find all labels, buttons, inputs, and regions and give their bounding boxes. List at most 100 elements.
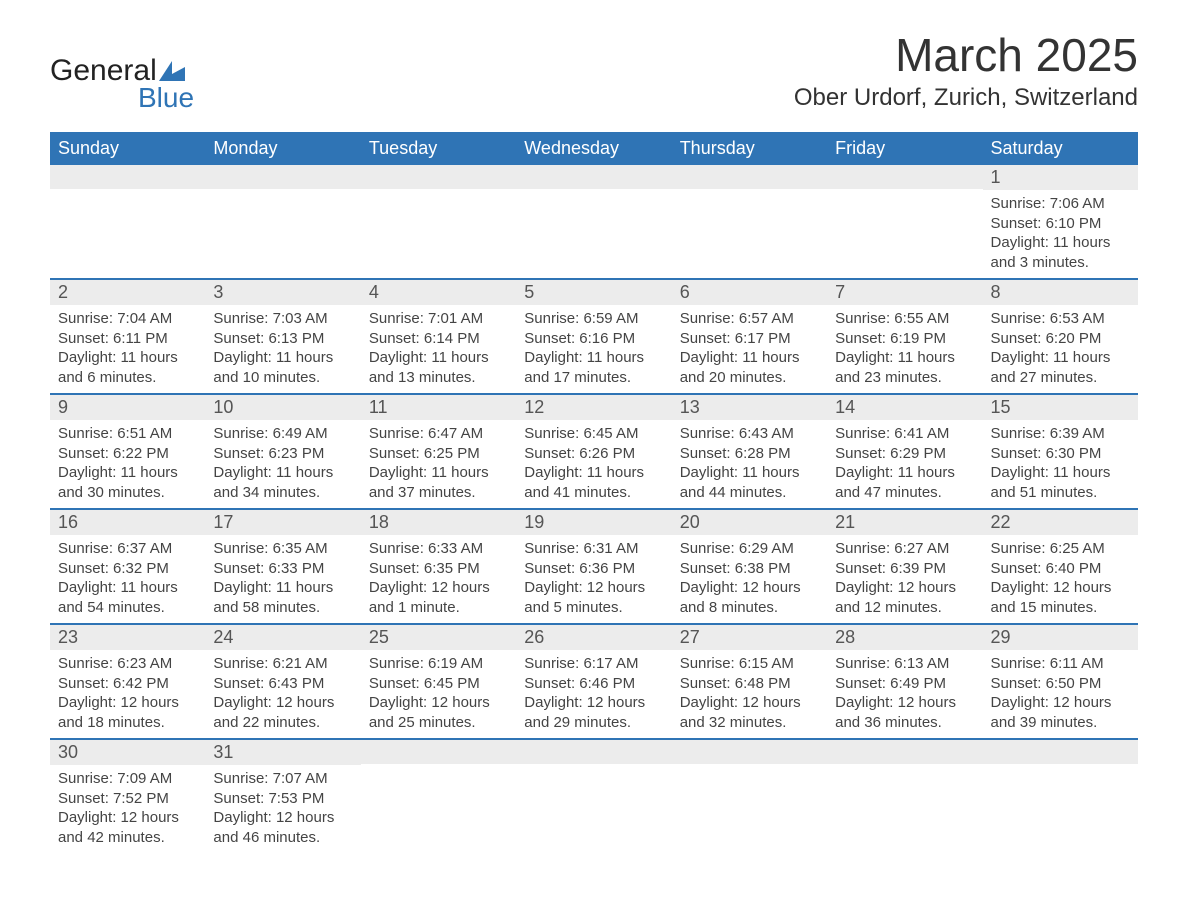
calendar-cell: 16Sunrise: 6:37 AMSunset: 6:32 PMDayligh… [50, 509, 205, 624]
sunset-text: Sunset: 6:14 PM [369, 329, 508, 349]
calendar-cell: 20Sunrise: 6:29 AMSunset: 6:38 PMDayligh… [672, 509, 827, 624]
sunrise-text: Sunrise: 6:35 AM [213, 539, 352, 559]
calendar-cell: 3Sunrise: 7:03 AMSunset: 6:13 PMDaylight… [205, 279, 360, 394]
sunset-text: Sunset: 6:29 PM [835, 444, 974, 464]
calendar-cell: 26Sunrise: 6:17 AMSunset: 6:46 PMDayligh… [516, 624, 671, 739]
sunrise-text: Sunrise: 6:39 AM [991, 424, 1130, 444]
sunrise-text: Sunrise: 6:27 AM [835, 539, 974, 559]
day-number [361, 165, 516, 189]
daylight-text: Daylight: 11 hours and 17 minutes. [524, 348, 663, 387]
calendar-cell: 27Sunrise: 6:15 AMSunset: 6:48 PMDayligh… [672, 624, 827, 739]
sunrise-text: Sunrise: 6:51 AM [58, 424, 197, 444]
sunset-text: Sunset: 6:50 PM [991, 674, 1130, 694]
day-data: Sunrise: 6:29 AMSunset: 6:38 PMDaylight:… [672, 535, 827, 623]
sunrise-text: Sunrise: 6:33 AM [369, 539, 508, 559]
calendar-cell: 12Sunrise: 6:45 AMSunset: 6:26 PMDayligh… [516, 394, 671, 509]
day-number [50, 165, 205, 189]
day-data: Sunrise: 6:23 AMSunset: 6:42 PMDaylight:… [50, 650, 205, 738]
daylight-text: Daylight: 12 hours and 18 minutes. [58, 693, 197, 732]
sunrise-text: Sunrise: 6:23 AM [58, 654, 197, 674]
day-number [672, 740, 827, 764]
day-number [983, 740, 1138, 764]
day-number: 22 [983, 510, 1138, 535]
sunset-text: Sunset: 6:39 PM [835, 559, 974, 579]
day-number: 13 [672, 395, 827, 420]
sunset-text: Sunset: 6:40 PM [991, 559, 1130, 579]
daylight-text: Daylight: 11 hours and 3 minutes. [991, 233, 1130, 272]
day-number: 26 [516, 625, 671, 650]
daylight-text: Daylight: 12 hours and 12 minutes. [835, 578, 974, 617]
sunset-text: Sunset: 6:22 PM [58, 444, 197, 464]
day-data: Sunrise: 7:07 AMSunset: 7:53 PMDaylight:… [205, 765, 360, 853]
brand-logo: General Blue [50, 20, 194, 114]
day-data: Sunrise: 6:27 AMSunset: 6:39 PMDaylight:… [827, 535, 982, 623]
daylight-text: Daylight: 11 hours and 20 minutes. [680, 348, 819, 387]
location-subtitle: Ober Urdorf, Zurich, Switzerland [794, 84, 1138, 112]
sunrise-text: Sunrise: 6:25 AM [991, 539, 1130, 559]
sunset-text: Sunset: 6:23 PM [213, 444, 352, 464]
brand-word2: Blue [138, 82, 194, 114]
day-data: Sunrise: 7:03 AMSunset: 6:13 PMDaylight:… [205, 305, 360, 393]
day-number [361, 740, 516, 764]
sunset-text: Sunset: 6:32 PM [58, 559, 197, 579]
day-data [516, 764, 671, 784]
calendar-cell: 7Sunrise: 6:55 AMSunset: 6:19 PMDaylight… [827, 279, 982, 394]
day-number: 17 [205, 510, 360, 535]
daylight-text: Daylight: 11 hours and 47 minutes. [835, 463, 974, 502]
calendar-cell: 28Sunrise: 6:13 AMSunset: 6:49 PMDayligh… [827, 624, 982, 739]
day-data: Sunrise: 6:45 AMSunset: 6:26 PMDaylight:… [516, 420, 671, 508]
calendar-cell: 10Sunrise: 6:49 AMSunset: 6:23 PMDayligh… [205, 394, 360, 509]
day-data: Sunrise: 6:15 AMSunset: 6:48 PMDaylight:… [672, 650, 827, 738]
sunset-text: Sunset: 6:45 PM [369, 674, 508, 694]
sunset-text: Sunset: 6:42 PM [58, 674, 197, 694]
daylight-text: Daylight: 11 hours and 37 minutes. [369, 463, 508, 502]
daylight-text: Daylight: 12 hours and 46 minutes. [213, 808, 352, 847]
sunrise-text: Sunrise: 7:07 AM [213, 769, 352, 789]
day-number [827, 165, 982, 189]
day-number: 20 [672, 510, 827, 535]
sunrise-text: Sunrise: 6:43 AM [680, 424, 819, 444]
day-data: Sunrise: 6:47 AMSunset: 6:25 PMDaylight:… [361, 420, 516, 508]
sunset-text: Sunset: 6:25 PM [369, 444, 508, 464]
daylight-text: Daylight: 11 hours and 44 minutes. [680, 463, 819, 502]
day-data [827, 764, 982, 784]
sunrise-text: Sunrise: 6:41 AM [835, 424, 974, 444]
sunset-text: Sunset: 6:17 PM [680, 329, 819, 349]
sunset-text: Sunset: 6:46 PM [524, 674, 663, 694]
daylight-text: Daylight: 11 hours and 23 minutes. [835, 348, 974, 387]
day-data: Sunrise: 6:43 AMSunset: 6:28 PMDaylight:… [672, 420, 827, 508]
weekday-header: Sunday [50, 132, 205, 165]
day-number: 11 [361, 395, 516, 420]
day-data [50, 189, 205, 209]
day-data [672, 189, 827, 209]
day-number: 9 [50, 395, 205, 420]
day-data: Sunrise: 6:25 AMSunset: 6:40 PMDaylight:… [983, 535, 1138, 623]
daylight-text: Daylight: 11 hours and 34 minutes. [213, 463, 352, 502]
sunrise-text: Sunrise: 6:19 AM [369, 654, 508, 674]
day-data: Sunrise: 6:39 AMSunset: 6:30 PMDaylight:… [983, 420, 1138, 508]
sunrise-text: Sunrise: 6:31 AM [524, 539, 663, 559]
sunset-text: Sunset: 6:33 PM [213, 559, 352, 579]
calendar-cell [50, 165, 205, 279]
day-data: Sunrise: 6:53 AMSunset: 6:20 PMDaylight:… [983, 305, 1138, 393]
day-number: 18 [361, 510, 516, 535]
day-data: Sunrise: 6:41 AMSunset: 6:29 PMDaylight:… [827, 420, 982, 508]
sunset-text: Sunset: 6:30 PM [991, 444, 1130, 464]
calendar-week: 23Sunrise: 6:23 AMSunset: 6:42 PMDayligh… [50, 624, 1138, 739]
calendar-cell: 11Sunrise: 6:47 AMSunset: 6:25 PMDayligh… [361, 394, 516, 509]
day-number: 3 [205, 280, 360, 305]
sunrise-text: Sunrise: 6:17 AM [524, 654, 663, 674]
day-number: 15 [983, 395, 1138, 420]
day-data: Sunrise: 6:35 AMSunset: 6:33 PMDaylight:… [205, 535, 360, 623]
daylight-text: Daylight: 12 hours and 15 minutes. [991, 578, 1130, 617]
flag-icon [159, 61, 185, 81]
sunrise-text: Sunrise: 6:29 AM [680, 539, 819, 559]
sunset-text: Sunset: 6:43 PM [213, 674, 352, 694]
daylight-text: Daylight: 12 hours and 25 minutes. [369, 693, 508, 732]
weekday-header: Saturday [983, 132, 1138, 165]
calendar-table: SundayMondayTuesdayWednesdayThursdayFrid… [50, 132, 1138, 853]
day-data: Sunrise: 6:21 AMSunset: 6:43 PMDaylight:… [205, 650, 360, 738]
day-number: 24 [205, 625, 360, 650]
weekday-header: Thursday [672, 132, 827, 165]
day-data [361, 189, 516, 209]
